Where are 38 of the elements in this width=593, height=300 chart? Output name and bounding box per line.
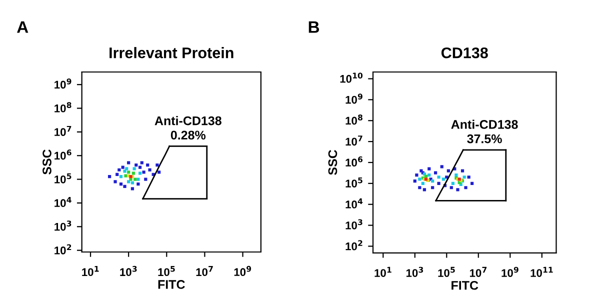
- y-tick-label: 10$^{2}$: [54, 244, 72, 254]
- y-tick-label: 10$^{2}$: [346, 240, 362, 250]
- y-tick-label: 10$^{7}$: [346, 136, 362, 146]
- annotation: Anti-CD138 37.5%: [451, 120, 518, 144]
- x-tick-label: 10$^{1}$: [82, 266, 99, 276]
- y-tick-label: 10$^{3}$: [54, 220, 72, 231]
- chart-title: CD138: [441, 47, 488, 58]
- x-tick-label: 10$^{3}$: [120, 266, 137, 276]
- y-tick-label: 10$^{5}$: [54, 173, 72, 184]
- x-tick-label: 10$^{3}$: [406, 266, 424, 277]
- x-tick-label: 10$^{11}$: [530, 266, 553, 277]
- y-tick-label: 10$^{9}$: [346, 94, 362, 104]
- x-tick-label: 10$^{5}$: [158, 266, 175, 276]
- text: B: [308, 21, 320, 33]
- x-axis-title: FITC: [158, 280, 185, 289]
- y-tick-label: 10$^{8}$: [54, 102, 72, 112]
- y-tick-label: 10$^{10}$: [340, 72, 363, 83]
- y-tick-label: 10$^{6}$: [346, 156, 363, 167]
- x-tick-label: 10$^{7}$: [196, 266, 213, 276]
- x-tick-label: 10$^{9}$: [502, 266, 518, 277]
- y-tick-label: 10$^{6}$: [54, 150, 72, 160]
- annotation: Anti-CD138 0.28%: [154, 116, 222, 140]
- x-tick-label: 10$^{5}$: [438, 266, 455, 277]
- y-tick-label: 10$^{4}$: [54, 197, 72, 208]
- text: A: [17, 21, 28, 33]
- y-axis-title: SSC: [328, 150, 338, 175]
- x-tick-label: 10$^{7}$: [470, 266, 487, 277]
- y-axis-title: SSC: [42, 149, 52, 174]
- x-axis-title: FITC: [452, 280, 478, 290]
- y-tick-label: 10$^{9}$: [54, 78, 72, 89]
- chart-title: Irrelevant Protein: [110, 47, 234, 58]
- y-tick-label: 10$^{5}$: [346, 177, 362, 188]
- y-tick-label: 10$^{3}$: [346, 219, 362, 230]
- x-tick-label: 10$^{9}$: [234, 266, 252, 276]
- x-tick-label: 10$^{1}$: [374, 266, 392, 277]
- y-tick-label: 10$^{8}$: [346, 114, 362, 125]
- y-tick-label: 10$^{7}$: [54, 126, 72, 136]
- y-tick-label: 10$^{4}$: [346, 198, 363, 208]
